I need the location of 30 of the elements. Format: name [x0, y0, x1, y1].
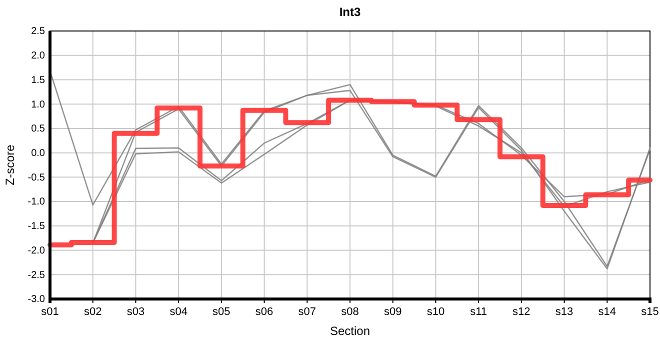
x-axis-title: Section	[330, 324, 370, 338]
y-tick-label: 0.5	[31, 124, 46, 135]
y-tick-label: -3.0	[28, 294, 46, 306]
x-tick-label: s02	[84, 306, 102, 318]
x-tick-label: s15	[641, 306, 659, 318]
y-tick-label: -1.0	[28, 196, 46, 208]
x-tick-label: s05	[212, 306, 230, 318]
x-tick-label: s03	[126, 306, 145, 318]
y-tick-label: -2.5	[28, 270, 46, 281]
x-tick-label: s11	[470, 306, 488, 318]
x-tick-label: s09	[384, 306, 402, 318]
x-tick-label: s01	[41, 306, 59, 318]
y-tick-label: 2.5	[31, 26, 46, 38]
x-tick-label: s14	[598, 306, 616, 318]
x-tick-label: s12	[512, 306, 530, 318]
y-axis-title: Z-score	[3, 144, 17, 186]
x-tick-label: s13	[555, 306, 574, 318]
y-tick-label: 0.0	[31, 148, 46, 160]
x-tick-label: s08	[341, 306, 359, 318]
chart-title: Int3	[339, 5, 361, 19]
y-tick-label: -0.5	[28, 172, 46, 184]
x-tick-label: s04	[170, 306, 188, 318]
y-tick-label: 1.5	[31, 74, 46, 86]
y-tick-label: 2.0	[31, 50, 46, 62]
y-tick-label: 1.0	[31, 99, 46, 110]
y-tick-label: -1.5	[28, 221, 46, 232]
x-tick-label: s06	[255, 306, 274, 318]
x-tick-label: s10	[426, 306, 445, 318]
x-tick-label: s07	[298, 306, 316, 318]
y-tick-label: -2.0	[28, 245, 46, 256]
